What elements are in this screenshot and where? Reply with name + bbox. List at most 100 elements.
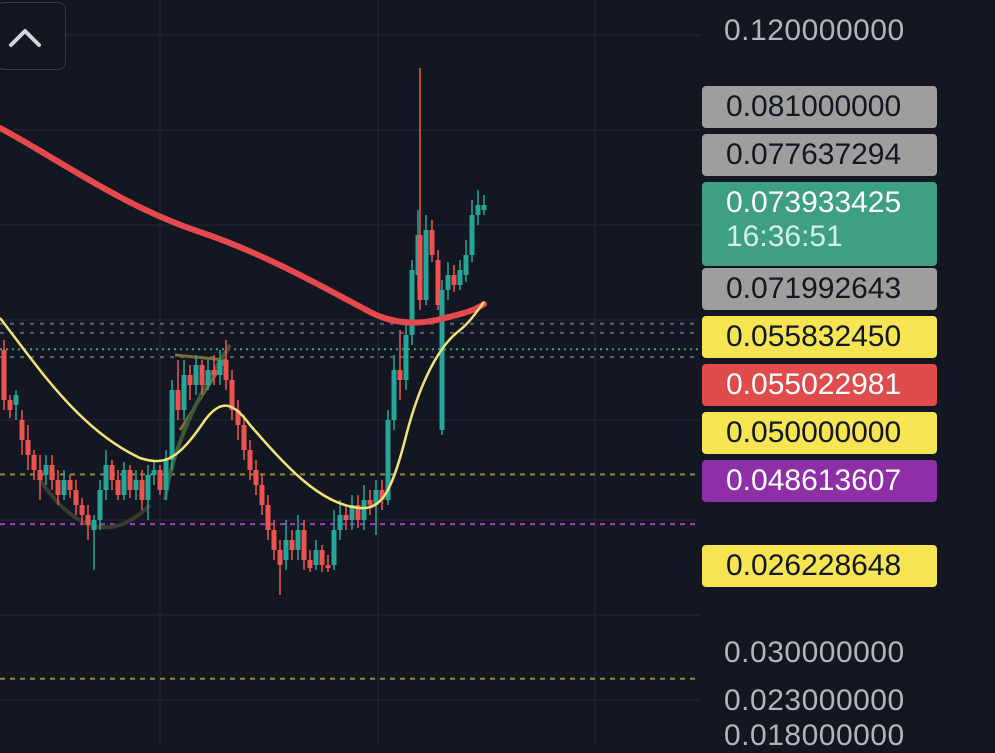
candle-body: [49, 465, 55, 480]
candle-body: [187, 375, 193, 385]
price-tag-value: 0.071992643: [726, 272, 902, 305]
candle-body: [67, 480, 73, 490]
collapse-button[interactable]: [0, 2, 66, 70]
candle-body: [109, 465, 115, 480]
candle-body: [355, 505, 361, 520]
candle-body: [235, 410, 241, 425]
price-tag-current[interactable]: 0.073933425 16:36:51: [702, 182, 937, 266]
moving-average-slow: [0, 125, 487, 326]
candle-body: [301, 530, 307, 560]
price-tag-value: 0.081000000: [726, 90, 902, 123]
candle-body: [19, 420, 25, 440]
candle-body: [145, 475, 151, 500]
candle-body: [361, 500, 367, 520]
candle-body: [121, 470, 127, 495]
candle-body: [73, 490, 79, 505]
candle-body: [259, 485, 265, 505]
candle-body: [13, 395, 19, 405]
candle-body: [31, 455, 37, 470]
candle-body: [241, 425, 247, 450]
candle-body: [475, 205, 481, 215]
price-tag-value: 0.055022981: [726, 368, 902, 401]
price-tag-0550[interactable]: 0.055022981: [702, 364, 937, 406]
candle-body: [127, 470, 133, 490]
candle-body: [133, 480, 139, 490]
candle-body: [253, 470, 259, 485]
candle-body: [463, 255, 469, 275]
candle-body: [25, 440, 31, 455]
axis-tick-label: 0.018000000: [724, 718, 905, 752]
candle-body: [97, 490, 103, 520]
candle-body: [163, 460, 169, 490]
candle-body: [283, 540, 289, 560]
candle-body: [43, 465, 49, 475]
price-tag-value: 0.026228648: [726, 549, 902, 582]
candle-body: [319, 550, 325, 565]
candle-body: [469, 215, 475, 255]
candle-body: [79, 505, 85, 515]
candle-body: [229, 380, 235, 410]
price-tag-0500[interactable]: 0.050000000: [702, 412, 937, 454]
price-tag-0262[interactable]: 0.026228648: [702, 545, 937, 587]
candle-body: [91, 520, 97, 530]
chart-pane[interactable]: [0, 0, 700, 746]
candle-body: [331, 530, 337, 565]
candle-body: [385, 420, 391, 500]
candle-body: [403, 335, 409, 380]
candle-body: [181, 375, 187, 410]
price-chart[interactable]: [0, 0, 700, 746]
candle-body: [169, 390, 175, 460]
candle-body: [409, 270, 415, 335]
candle-body: [247, 450, 253, 470]
price-tag-0810[interactable]: 0.081000000: [702, 86, 937, 128]
candle-body: [7, 400, 13, 410]
candle-body: [295, 530, 301, 550]
candle-body: [211, 370, 217, 375]
candle-body: [55, 480, 61, 495]
candle-body: [151, 470, 157, 475]
candle-body: [175, 390, 181, 410]
candle-body: [205, 370, 211, 385]
candle-body: [139, 480, 145, 500]
candle-body: [157, 470, 163, 490]
candle-body: [343, 515, 349, 520]
candle-body: [61, 480, 67, 495]
moving-average-fast: [0, 301, 486, 510]
candle-body: [423, 230, 429, 300]
candle-body: [373, 490, 379, 505]
price-tag-value: 0.077637294: [726, 138, 902, 171]
candle-body: [37, 470, 43, 480]
axis-tick-label: 0.030000000: [724, 635, 905, 669]
candle-body: [193, 365, 199, 385]
candle-body: [391, 370, 397, 420]
candle-body: [325, 565, 331, 568]
price-tag-value: 0.073933425: [726, 186, 902, 219]
candle-body: [199, 365, 205, 385]
bar-countdown: 16:36:51: [726, 220, 843, 253]
candle-body: [313, 550, 319, 565]
candle-body: [349, 505, 355, 520]
chevron-up-icon: [9, 29, 41, 47]
candle-body: [277, 550, 283, 565]
candle-body: [337, 515, 343, 530]
candle-body: [217, 360, 223, 375]
candle-body: [435, 260, 441, 305]
price-axis[interactable]: 0.120000000 0.030000000 0.023000000 0.01800…: [700, 0, 995, 752]
price-tag-0719[interactable]: 0.071992643: [702, 268, 937, 310]
price-tag-value: 0.050000000: [726, 416, 902, 449]
candle-body: [379, 490, 385, 500]
price-tag-0776[interactable]: 0.077637294: [702, 134, 937, 176]
price-tag-value: 0.055832450: [726, 320, 902, 353]
candle-body: [85, 515, 91, 525]
candle-body: [103, 465, 109, 490]
price-tag-0486[interactable]: 0.048613607: [702, 460, 937, 502]
candle-body: [289, 540, 295, 550]
candle-body: [429, 230, 435, 255]
candle-body: [397, 370, 403, 380]
candle-body: [481, 205, 487, 210]
candle-body: [367, 500, 373, 505]
axis-tick-label: 0.120000000: [724, 14, 905, 48]
price-tag-0558[interactable]: 0.055832450: [702, 316, 937, 358]
candle-body: [451, 275, 457, 285]
candle-body: [439, 290, 445, 430]
